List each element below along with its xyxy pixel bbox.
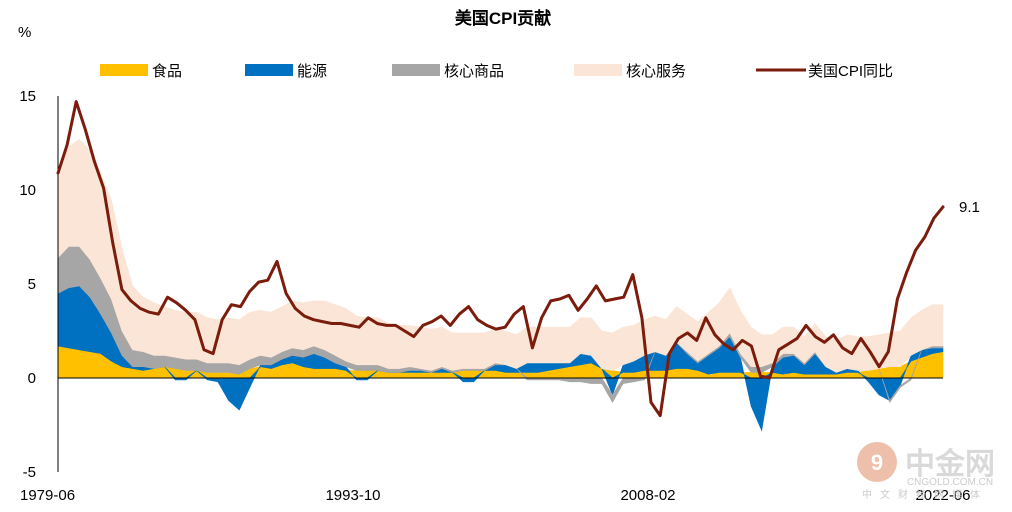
cngold-watermark: 9 中金网 CNGOLD.COM.CN 中文财经网媒体	[857, 442, 995, 501]
legend-swatch	[392, 64, 440, 76]
cpi-yoy-line	[56, 100, 945, 418]
y-tick-label: 5	[28, 276, 36, 293]
area-series-4	[57, 138, 944, 373]
legend-label: 食品	[152, 63, 182, 80]
y-tick-label: -5	[23, 464, 36, 481]
legend: 食品 能源 核心商品 核心服务 美国CPI同比	[100, 63, 893, 80]
y-tick-label: 15	[19, 88, 36, 105]
watermark-url: CNGOLD.COM.CN	[907, 477, 993, 488]
watermark-tagline: 中文财经网媒体	[862, 488, 988, 501]
legend-swatch	[245, 64, 293, 76]
watermark-name: 中金网	[905, 447, 995, 481]
legend-label: 美国CPI同比	[808, 63, 893, 80]
legend-label: 核心商品	[444, 63, 504, 80]
legend-swatch	[574, 64, 622, 76]
y-tick-label: 10	[19, 182, 36, 199]
last-value-label: 9.1	[959, 199, 980, 216]
x-tick-label: 2008-02	[620, 487, 675, 504]
y-tick-label: 0	[28, 370, 36, 387]
chart-title: 美国CPI贡献	[455, 8, 551, 28]
x-tick-label: 1993-10	[325, 487, 380, 504]
annotations: 9.1	[959, 199, 980, 216]
cngold-logo-glyph: 9	[871, 450, 883, 475]
stacked-areas	[57, 138, 944, 432]
legend-swatch	[100, 64, 148, 76]
legend-label: 核心服务	[626, 63, 686, 80]
area-series-2	[57, 285, 944, 432]
x-tick-label: 1979-06	[20, 487, 75, 504]
legend-label: 能源	[297, 63, 327, 80]
x-tick-label: 2022-06	[915, 487, 970, 504]
y-axis-unit: %	[18, 24, 31, 41]
cpi-line-layer	[56, 100, 945, 418]
cngold-logo-icon	[857, 442, 897, 482]
axes: -5 0 5 10 15 1979-06 1993-10 2008-02 2022-06	[19, 88, 970, 504]
